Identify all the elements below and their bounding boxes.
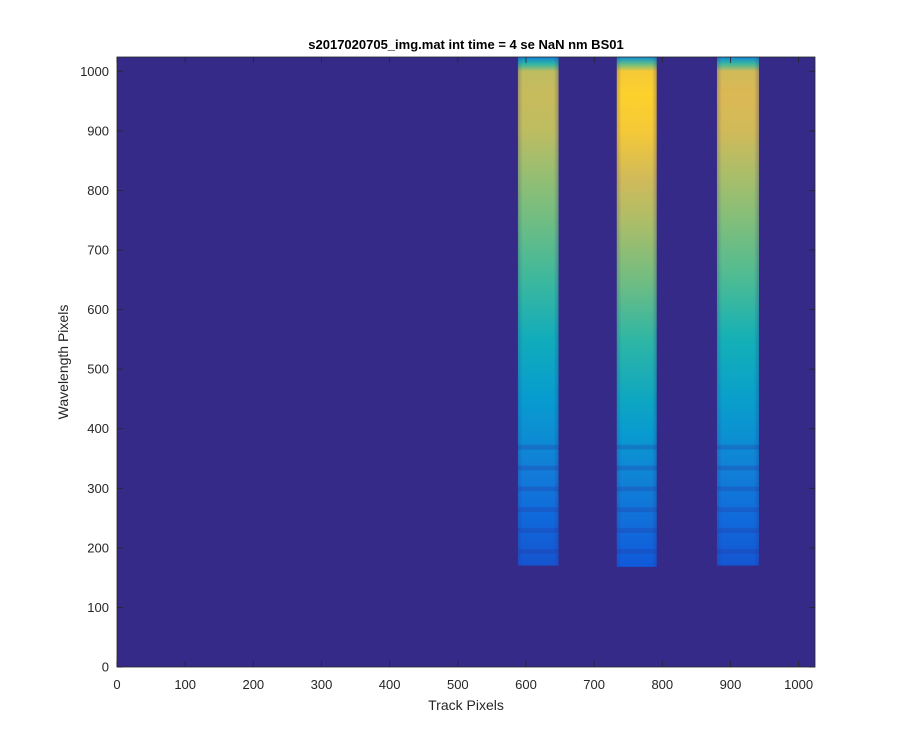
heatmap-background [117,57,815,667]
track-2-band [616,444,657,450]
x-tick-label: 200 [242,677,264,692]
track-3-band [716,507,760,513]
track-3-band [716,486,760,492]
spectral-track-3 [716,57,760,566]
x-tick-label: 400 [379,677,401,692]
y-tick-label: 400 [87,421,109,436]
y-tick-label: 1000 [80,64,109,79]
track-3-band [716,444,760,450]
x-tick-label: 100 [174,677,196,692]
track-3-band [716,549,760,554]
x-tick-label: 300 [311,677,333,692]
y-tick-label: 600 [87,302,109,317]
y-tick-label: 100 [87,600,109,615]
y-tick-label: 500 [87,362,109,377]
track-1-band [517,465,559,471]
y-tick-label: 900 [87,123,109,138]
y-tick-label: 300 [87,481,109,496]
track-1-band [517,549,559,554]
spectral-track-1 [517,57,559,566]
track-2-band [616,486,657,492]
x-axis: 0 100 200 300 400 500 600 700 800 900 1000 [113,57,813,692]
y-tick-label: 0 [102,660,109,675]
plot-area [116,56,816,668]
track-1-band [517,486,559,492]
y-axis-label: Wavelength Pixels [55,305,71,420]
track-3-band [716,528,760,533]
x-tick-label: 700 [583,677,605,692]
x-tick-label: 600 [515,677,537,692]
x-axis-label: Track Pixels [428,697,504,713]
x-tick-label: 900 [720,677,742,692]
axes-box [116,56,816,668]
track-2-band [616,465,657,471]
y-tick-label: 700 [87,243,109,258]
track-1-band [517,528,559,533]
x-tick-label: 1000 [784,677,813,692]
spectral-track-2 [616,57,657,567]
track-2-band [616,528,657,533]
track-1-band [517,507,559,513]
track-1-band [517,444,559,450]
chart-title: s2017020705_img.mat int time = 4 se NaN … [308,37,623,52]
track-3-band [716,465,760,471]
x-tick-label: 0 [113,677,120,692]
x-tick-label: 800 [651,677,673,692]
track-2-band [616,507,657,513]
track-2-band [616,549,657,554]
y-tick-label: 200 [87,540,109,555]
y-axis: 0 100 200 300 400 500 600 700 800 900 1000 [80,64,815,675]
x-tick-label: 500 [447,677,469,692]
y-tick-label: 800 [87,183,109,198]
